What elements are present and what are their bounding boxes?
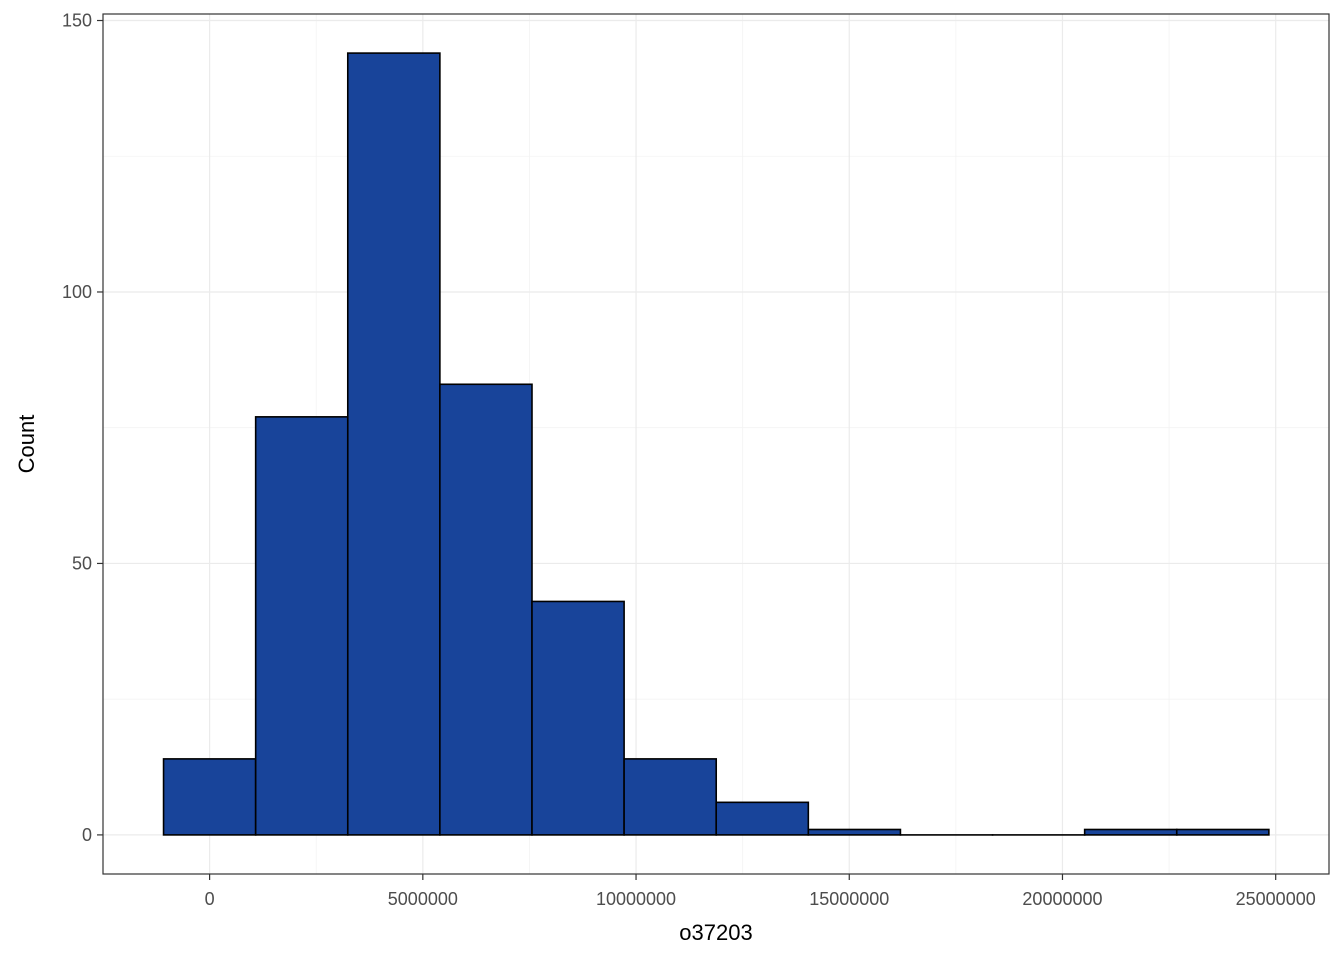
x-axis-title: o37203: [679, 920, 752, 945]
x-axis: 0 5000000 10000000 15000000 20000000 25000000: [205, 874, 1316, 909]
x-tick-label: 0: [205, 889, 215, 909]
x-tick-label: 25000000: [1236, 889, 1316, 909]
histogram-bar-7: [715, 801, 810, 836]
panel-border: [102, 13, 1330, 875]
histogram-bar-6: [623, 758, 718, 836]
histogram-bar-2: [254, 416, 349, 836]
histogram-bar-11: [1083, 828, 1178, 836]
y-tick-label: 0: [82, 825, 92, 845]
x-tick-label: 20000000: [1022, 889, 1102, 909]
y-tick-label: 150: [62, 11, 92, 31]
y-tick-label: 50: [72, 553, 92, 573]
histogram-bar-12: [1175, 828, 1270, 836]
x-tick-label: 10000000: [596, 889, 676, 909]
histogram-bar-1: [162, 758, 257, 836]
y-axis-title: Count: [14, 415, 39, 474]
y-tick-label: 100: [62, 282, 92, 302]
histogram-bar-3: [346, 52, 441, 836]
x-tick-label: 5000000: [388, 889, 458, 909]
histogram-bar-8: [807, 828, 902, 836]
histogram-bar-5: [531, 600, 625, 836]
histogram-bars: [162, 52, 1270, 836]
histogram-bar-4: [439, 383, 533, 836]
y-axis: 0 50 100 150: [62, 11, 103, 845]
x-tick-label: 15000000: [809, 889, 889, 909]
